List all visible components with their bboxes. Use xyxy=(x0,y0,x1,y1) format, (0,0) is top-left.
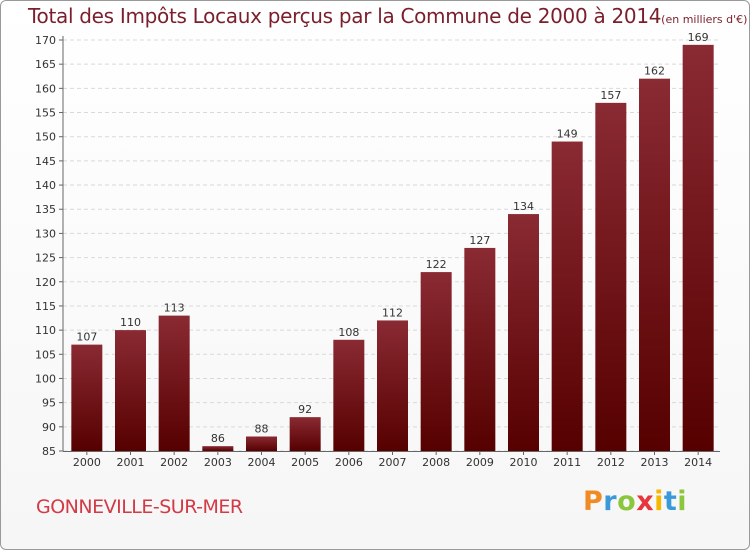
y-tick-label: 150 xyxy=(35,131,56,144)
bar xyxy=(246,436,277,451)
bar xyxy=(551,141,583,451)
commune-name: GONNEVILLE-SUR-MER xyxy=(36,496,243,518)
x-tick-label: 2007 xyxy=(379,456,407,469)
y-tick-label: 165 xyxy=(35,58,56,71)
y-tick-label: 170 xyxy=(35,34,56,47)
y-tick-label: 115 xyxy=(35,300,56,313)
x-tick-label: 2000 xyxy=(73,456,101,469)
x-tick-label: 2001 xyxy=(117,456,145,469)
bar xyxy=(289,417,321,451)
logo-letter: o xyxy=(617,486,637,517)
data-label: 162 xyxy=(644,65,665,78)
data-label: 169 xyxy=(688,31,709,44)
y-tick-label: 85 xyxy=(42,445,56,458)
bar xyxy=(464,247,496,451)
bar xyxy=(420,272,452,451)
y-tick-label: 145 xyxy=(35,155,56,168)
logo-letter: x xyxy=(636,486,655,517)
bar xyxy=(202,446,234,451)
data-label: 122 xyxy=(426,258,447,271)
y-tick-label: 100 xyxy=(35,372,56,385)
proxiti-logo: Proxiti xyxy=(583,486,687,517)
y-tick-label: 140 xyxy=(35,179,56,192)
x-tick-label: 2005 xyxy=(291,456,319,469)
bar xyxy=(158,315,190,451)
data-label: 86 xyxy=(211,432,225,445)
bar xyxy=(682,44,714,451)
data-label: 110 xyxy=(120,316,141,329)
y-tick-label: 125 xyxy=(35,252,56,265)
x-tick-label: 2008 xyxy=(422,456,450,469)
bar xyxy=(639,78,670,452)
data-label: 157 xyxy=(600,89,621,102)
logo-letter: P xyxy=(583,486,604,517)
bar xyxy=(115,330,146,451)
x-tick-label: 2011 xyxy=(553,456,581,469)
data-label: 112 xyxy=(382,306,403,319)
y-tick-label: 95 xyxy=(42,397,56,410)
y-tick-label: 110 xyxy=(35,324,56,337)
logo-letter: r xyxy=(603,486,618,517)
y-tick-label: 130 xyxy=(35,227,56,240)
bar xyxy=(333,339,365,451)
y-tick-label: 120 xyxy=(35,276,56,289)
bar xyxy=(377,320,408,451)
bar xyxy=(508,214,539,451)
data-label: 134 xyxy=(513,200,534,213)
x-tick-label: 2010 xyxy=(510,456,538,469)
bar xyxy=(595,102,627,451)
title-text: Total des Impôts Locaux perçus par la Co… xyxy=(28,4,662,28)
x-tick-label: 2014 xyxy=(684,456,712,469)
data-label: 92 xyxy=(298,403,312,416)
data-label: 113 xyxy=(164,302,185,315)
logo-letter: i xyxy=(677,486,688,517)
chart-title: Total des Impôts Locaux perçus par la Co… xyxy=(28,4,747,28)
data-label: 108 xyxy=(338,326,359,339)
x-tick-label: 2012 xyxy=(597,456,625,469)
y-tick-label: 160 xyxy=(35,82,56,95)
data-label: 107 xyxy=(76,331,97,344)
data-label: 127 xyxy=(469,234,490,247)
y-tick-label: 135 xyxy=(35,203,56,216)
x-tick-label: 2003 xyxy=(204,456,232,469)
logo-letter: t xyxy=(663,486,678,517)
x-tick-label: 2002 xyxy=(160,456,188,469)
x-tick-label: 2004 xyxy=(248,456,276,469)
y-tick-label: 155 xyxy=(35,107,56,120)
x-tick-label: 2009 xyxy=(466,456,494,469)
data-label: 149 xyxy=(557,128,578,141)
logo-letter: i xyxy=(654,486,664,517)
y-tick-label: 90 xyxy=(42,421,56,434)
data-label: 88 xyxy=(255,422,269,435)
bar xyxy=(71,344,103,451)
y-tick-label: 105 xyxy=(35,348,56,361)
title-unit: (en milliers d'€) xyxy=(661,13,748,26)
x-tick-label: 2006 xyxy=(335,456,363,469)
x-tick-label: 2013 xyxy=(641,456,669,469)
